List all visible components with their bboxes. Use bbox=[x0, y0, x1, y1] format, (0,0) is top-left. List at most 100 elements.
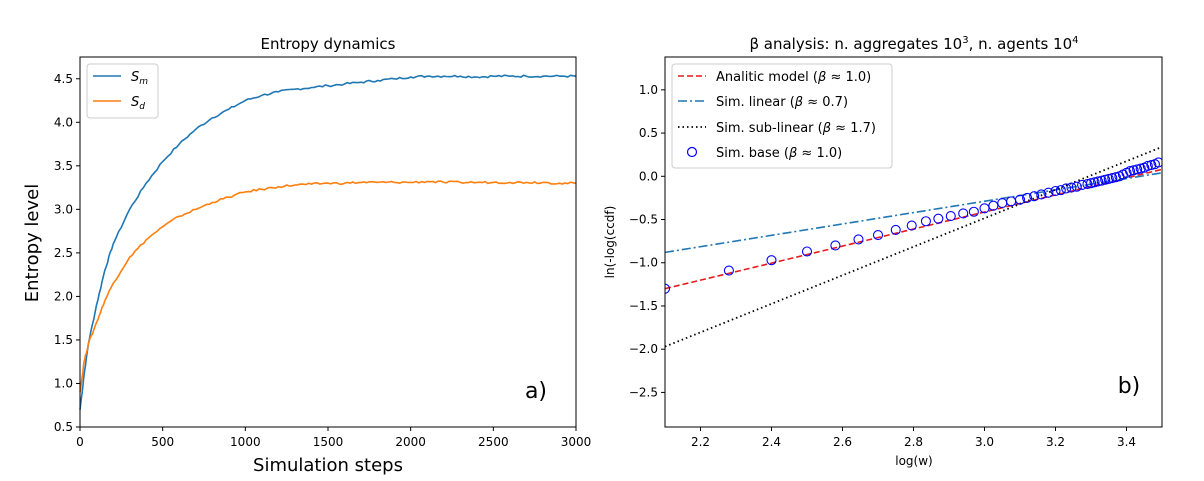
right-scatter-point bbox=[890, 224, 901, 235]
right-scatter-point bbox=[1093, 176, 1104, 187]
left-legend-sd-name: S bbox=[131, 95, 139, 110]
right-scatter-point bbox=[945, 211, 956, 222]
right-legend-base-beta-sym: β bbox=[788, 146, 797, 161]
right-plot-frame bbox=[664, 56, 1163, 428]
right-scatter-point bbox=[933, 213, 944, 224]
right-tick-layer: 2.2 2.4 2.6 2.8 3.0 3.2 3.4 −2.5 −2.0 −1.5 −1.0 −0.… bbox=[629, 83, 1136, 449]
right-x-tick-label: 2.8 bbox=[904, 435, 923, 449]
right-legend-base-open: ( bbox=[780, 146, 789, 161]
right-scatter-point bbox=[1066, 182, 1077, 193]
right-legend-linear-close: ) bbox=[843, 95, 848, 110]
right-legend-label-analitic: Analitic model (β ≈ 1.0) bbox=[716, 70, 871, 85]
right-fit-line-analitic bbox=[665, 168, 1162, 290]
right-y-tick-label: −1.5 bbox=[629, 299, 658, 313]
left-panel-annotation: a) bbox=[525, 379, 547, 404]
right-x-tick-label: 2.4 bbox=[762, 435, 781, 449]
right-legend-analitic-open: ( bbox=[809, 70, 818, 85]
right-scatter-point bbox=[1043, 187, 1054, 198]
left-chart: Entropy dynamics 0 500 1000 1500 2000 2500 300… bbox=[22, 35, 591, 476]
right-legend-label-linear: Sim. linear (β ≈ 0.7) bbox=[716, 95, 848, 110]
left-tick-layer: 0 500 1000 1500 2000 2500 3000 0.5 1.0 1.5 2.0 2.5 3… bbox=[54, 72, 591, 449]
right-y-axis-label: ln(-log(ccdf) bbox=[603, 206, 617, 279]
left-y-tick-label: 3.0 bbox=[54, 202, 73, 216]
right-scatter-point bbox=[988, 200, 999, 211]
right-x-tick-label: 3.4 bbox=[1117, 435, 1136, 449]
left-x-tick-label: 1500 bbox=[313, 435, 344, 449]
left-y-tick-label: 1.0 bbox=[54, 376, 73, 390]
right-chart: β analysis: n. aggregates 103, n. agents… bbox=[603, 35, 1163, 468]
right-scatter-point bbox=[830, 240, 841, 251]
right-legend-linear-name: Sim. linear bbox=[716, 95, 786, 110]
left-y-axis-label: Entropy level bbox=[22, 184, 43, 302]
right-scatter-point bbox=[1107, 172, 1118, 184]
right-scatter-point bbox=[1100, 174, 1111, 185]
right-scatter-point bbox=[1153, 157, 1162, 168]
left-legend-sm-sub: m bbox=[139, 77, 148, 87]
right-legend-linear-approx: ≈ bbox=[803, 95, 822, 110]
right-fit-line-sublinear bbox=[665, 146, 1162, 348]
left-legend-sm-name: S bbox=[131, 70, 139, 85]
right-scatter-point bbox=[1146, 160, 1157, 171]
right-x-tick-label: 2.2 bbox=[691, 435, 710, 449]
left-x-tick-label: 2500 bbox=[478, 435, 509, 449]
left-legend-label-sm: Sm bbox=[131, 70, 148, 87]
right-scatter-point bbox=[906, 220, 917, 231]
right-legend-box bbox=[671, 63, 893, 169]
right-legend-base-approx: ≈ bbox=[797, 146, 816, 161]
right-y-tick-label: −1.0 bbox=[629, 256, 658, 270]
right-scatter-point bbox=[1050, 185, 1061, 197]
right-scatter-point bbox=[1128, 165, 1139, 176]
right-series-layer bbox=[665, 146, 1162, 348]
left-x-tick-label: 1000 bbox=[230, 435, 261, 449]
right-scatter-point bbox=[766, 255, 777, 266]
left-y-tick-label: 4.0 bbox=[54, 115, 73, 129]
right-legend-analitic-name: Analitic model bbox=[716, 70, 809, 85]
right-legend-sublinear-beta: 1.7 bbox=[850, 121, 871, 136]
left-legend-sd-sub: d bbox=[139, 102, 145, 112]
right-scatter-point bbox=[1022, 192, 1033, 203]
right-scatter-point bbox=[1006, 196, 1017, 207]
right-scatter-point bbox=[1096, 175, 1107, 186]
right-y-tick-label: −2.0 bbox=[629, 342, 658, 356]
right-legend-linear-beta: 0.7 bbox=[822, 95, 843, 110]
left-x-tick-label: 0 bbox=[76, 435, 84, 449]
right-x-tick-label: 3.2 bbox=[1046, 435, 1065, 449]
left-y-tick-label: 2.5 bbox=[54, 246, 73, 260]
right-legend-analitic-close: ) bbox=[866, 70, 871, 85]
right-scatter-point bbox=[1036, 189, 1047, 200]
right-legend-base-close: ) bbox=[837, 146, 842, 161]
right-legend-sublinear-beta-sym: β bbox=[822, 121, 831, 136]
left-chart-title: Entropy dynamics bbox=[261, 35, 396, 53]
right-y-tick-label: 0.0 bbox=[639, 169, 658, 183]
right-scatter-point bbox=[1135, 163, 1146, 174]
right-legend-linear-beta-sym: β bbox=[794, 95, 803, 110]
right-legend-analitic-beta: 1.0 bbox=[845, 70, 866, 85]
right-y-tick-label: 0.5 bbox=[639, 126, 658, 140]
right-scatter-point bbox=[1029, 191, 1040, 202]
right-scatter-point bbox=[979, 203, 990, 214]
right-x-axis-label: log(w) bbox=[895, 454, 932, 468]
right-scatter-point bbox=[1071, 181, 1082, 192]
right-legend-linear-open: ( bbox=[786, 95, 795, 110]
right-title-prefix: β analysis: n. aggregates 10 bbox=[749, 35, 962, 53]
left-legend-box bbox=[86, 63, 159, 119]
right-scatter-point bbox=[1055, 185, 1066, 196]
left-y-tick-label: 0.5 bbox=[54, 420, 73, 434]
right-scatter-point bbox=[958, 208, 969, 219]
left-series-line-sm bbox=[79, 74, 577, 410]
left-series-layer bbox=[79, 74, 577, 410]
right-scatter-point bbox=[872, 230, 884, 241]
left-y-tick-label: 3.5 bbox=[54, 159, 73, 173]
right-legend-base-name: Sim. base bbox=[716, 146, 780, 161]
left-x-tick-label: 3000 bbox=[561, 435, 592, 449]
right-y-tick-label: −2.5 bbox=[629, 385, 658, 399]
right-scatter-point bbox=[1089, 177, 1100, 188]
right-fit-line-linear bbox=[665, 172, 1162, 254]
right-panel-annotation: b) bbox=[1118, 374, 1141, 399]
right-scatter-point bbox=[723, 265, 734, 276]
right-scatter-point bbox=[1014, 194, 1026, 205]
left-plot-frame bbox=[79, 56, 577, 428]
right-legend-sublinear-name: Sim. sub-linear bbox=[716, 121, 814, 136]
right-title-exp2: 4 bbox=[1072, 35, 1078, 46]
right-title-exp1: 3 bbox=[962, 35, 968, 46]
